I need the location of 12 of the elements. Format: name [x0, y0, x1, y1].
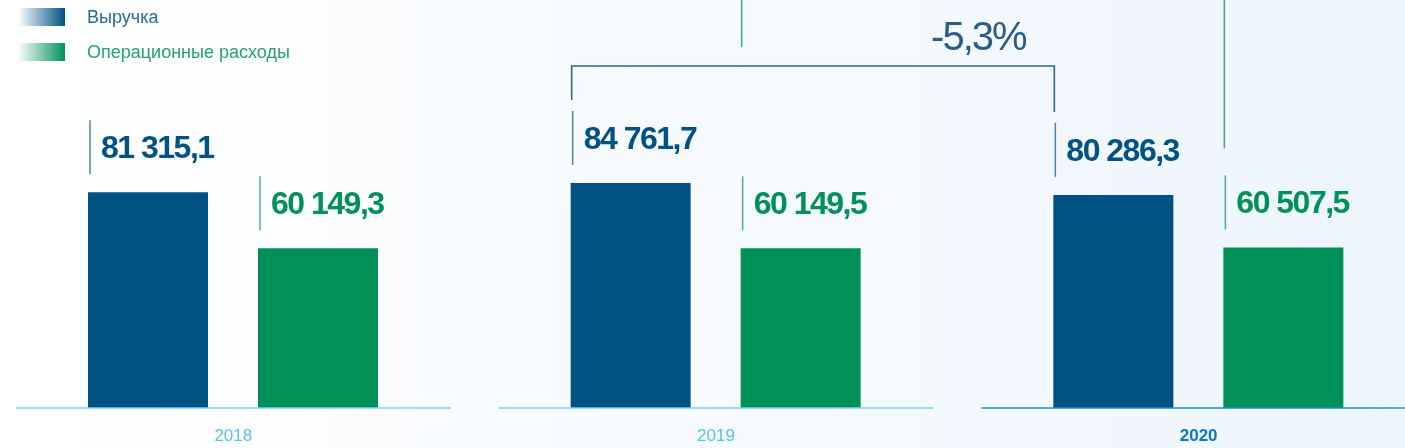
data-label: 60 149,3 [271, 185, 385, 222]
data-label: 84 761,7 [583, 120, 697, 156]
x-tick-label: 2020 [1179, 426, 1218, 445]
data-label: 81 315,1 [101, 129, 215, 166]
legend-label: Выручка [87, 7, 159, 27]
x-tick-label: 2019 [697, 426, 735, 445]
data-label: 60 507,5 [1236, 184, 1350, 221]
x-tick-label: 2018 [214, 426, 253, 445]
legend-label: Операционные расходы [87, 42, 290, 62]
data-label: 60 149,5 [753, 185, 867, 222]
text: -5,3% [931, 14, 1028, 58]
data-label: 80 286,3 [1066, 131, 1180, 168]
